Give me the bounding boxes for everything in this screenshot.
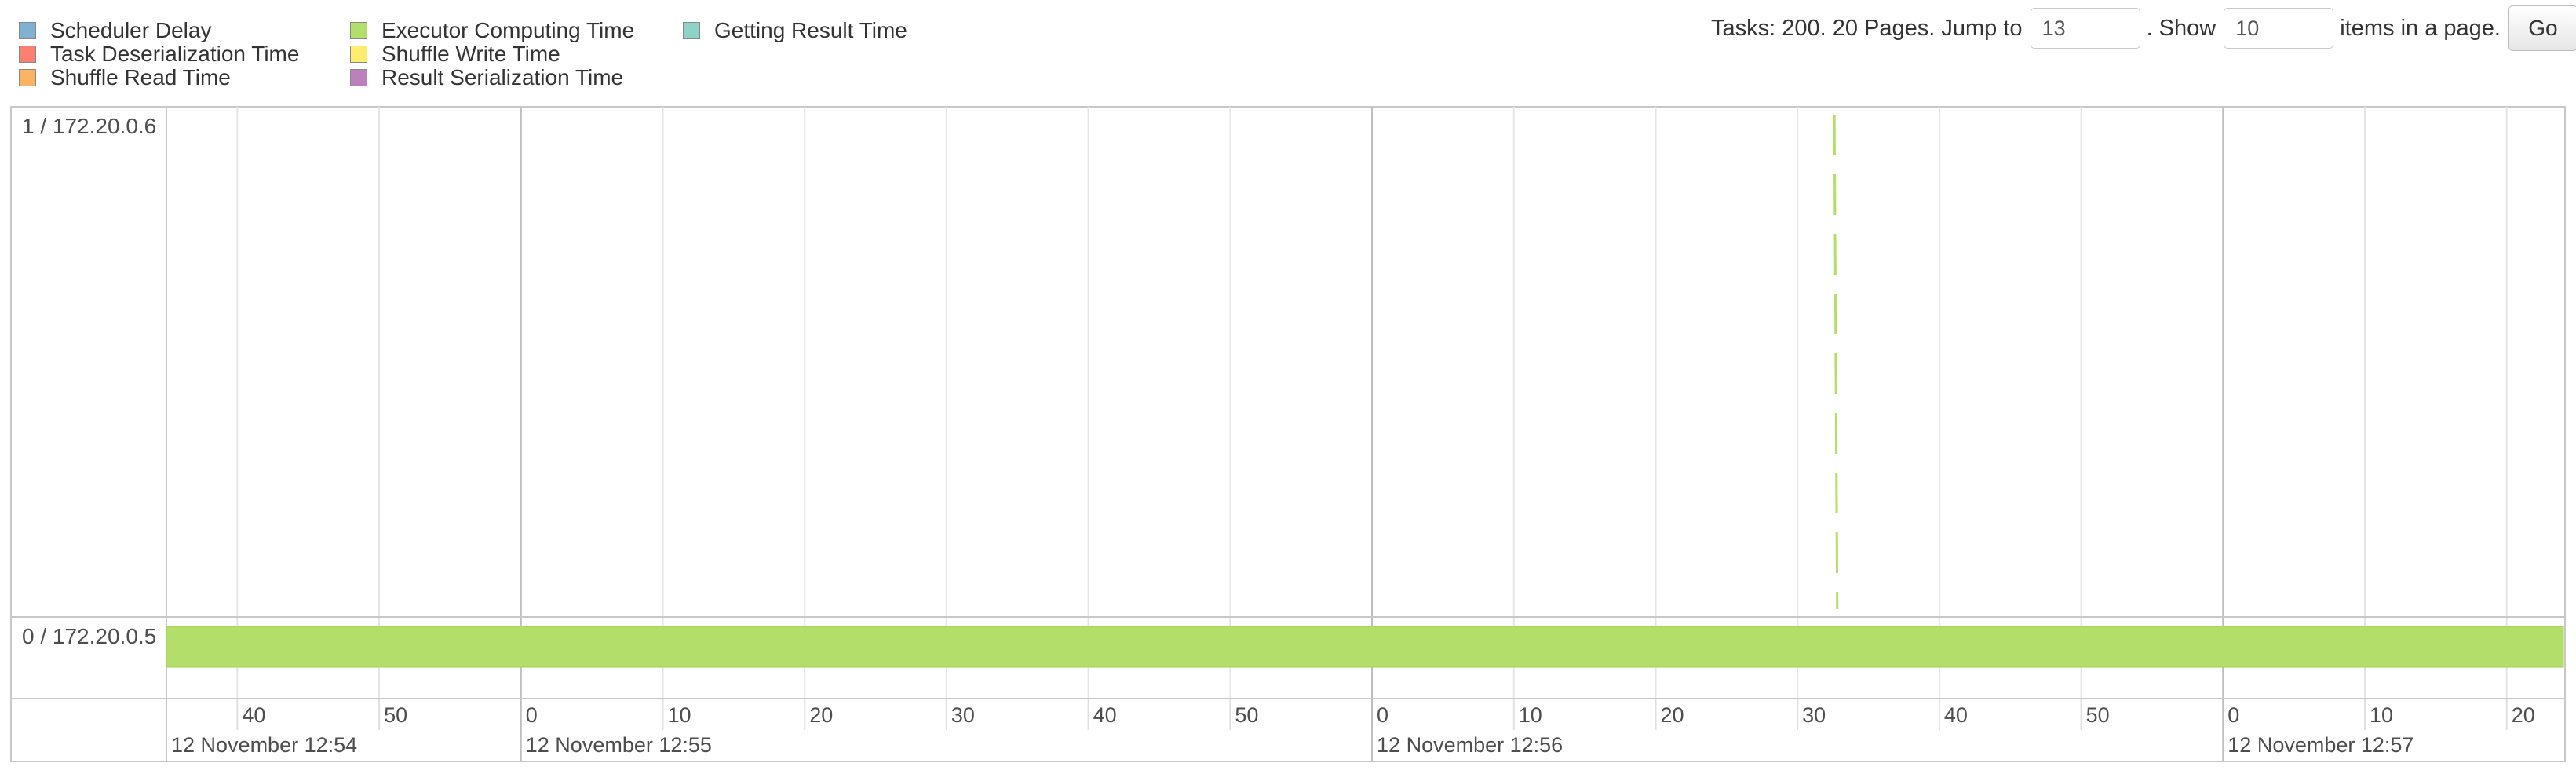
items-per-page-input[interactable] [2224, 8, 2334, 49]
minor-tick-label: 20 [2512, 703, 2535, 727]
major-tick-label: 12 November 12:57 [2228, 733, 2414, 757]
minor-tick-label: 40 [1944, 703, 1968, 727]
minor-tick-label: 10 [2370, 703, 2393, 727]
legend-item: Scheduler Delay [19, 18, 212, 42]
minor-tick-label: 50 [2086, 703, 2110, 727]
major-tick-label: 12 November 12:56 [1377, 733, 1563, 757]
legend-swatch-icon [350, 46, 367, 63]
minor-tick-label: 20 [1660, 703, 1684, 727]
legend-label: Executor Computing Time [381, 18, 635, 42]
minor-tick-label: 0 [2228, 703, 2239, 727]
go-button[interactable]: Go [2508, 5, 2576, 51]
minor-tick-label: 20 [809, 703, 833, 727]
minor-tick-label: 50 [1235, 703, 1258, 727]
executor-label: 0 / 172.20.0.5 [22, 624, 156, 648]
legend-label: Shuffle Read Time [50, 65, 231, 89]
legend-swatch-icon [19, 69, 36, 86]
legend-swatch-icon [683, 22, 700, 39]
minor-tick-label: 0 [526, 703, 538, 727]
legend-label: Scheduler Delay [50, 18, 212, 42]
minor-tick-label: 10 [667, 703, 691, 727]
legend-swatch-icon [350, 22, 367, 39]
legend-label: Getting Result Time [714, 18, 907, 42]
legend-item: Result Serialization Time [350, 65, 624, 89]
tasks-count-text: Tasks: 200. 20 Pages. Jump to [1711, 15, 2023, 41]
minor-tick-label: 10 [1519, 703, 1542, 727]
minor-tick-label: 30 [1802, 703, 1826, 727]
legend-item: Getting Result Time [683, 18, 907, 42]
legend-swatch-icon [19, 22, 36, 39]
legend-label: Task Deserialization Time [50, 42, 300, 66]
minor-tick-label: 0 [1377, 703, 1388, 727]
task-pagination: Tasks: 200. 20 Pages. Jump to . Show ite… [1711, 5, 2576, 52]
minor-tick-label: 40 [1093, 703, 1117, 727]
legend-swatch-icon [19, 46, 36, 63]
items-in-page-text: items in a page. [2340, 15, 2501, 41]
task-legend: Scheduler Delay Task Deserialization Time… [19, 18, 1039, 97]
executor-label: 1 / 172.20.0.6 [22, 114, 156, 138]
show-text: . Show [2146, 15, 2217, 41]
legend-item: Shuffle Read Time [19, 65, 231, 89]
legend-item: Task Deserialization Time [19, 42, 299, 66]
legend-label: Shuffle Write Time [381, 42, 560, 66]
major-tick-label: 12 November 12:54 [171, 733, 357, 757]
task-bar[interactable] [1833, 114, 1839, 610]
task-bar[interactable] [166, 626, 2564, 668]
major-tick-label: 12 November 12:55 [526, 733, 712, 757]
legend-item: Shuffle Write Time [350, 42, 560, 66]
minor-tick-label: 40 [242, 703, 265, 727]
legend-label: Result Serialization Time [381, 65, 624, 89]
minor-tick-label: 50 [384, 703, 407, 727]
legend-item: Executor Computing Time [350, 18, 635, 42]
legend-swatch-icon [350, 69, 367, 86]
minor-tick-label: 30 [951, 703, 975, 727]
jump-to-page-input[interactable] [2030, 8, 2140, 49]
